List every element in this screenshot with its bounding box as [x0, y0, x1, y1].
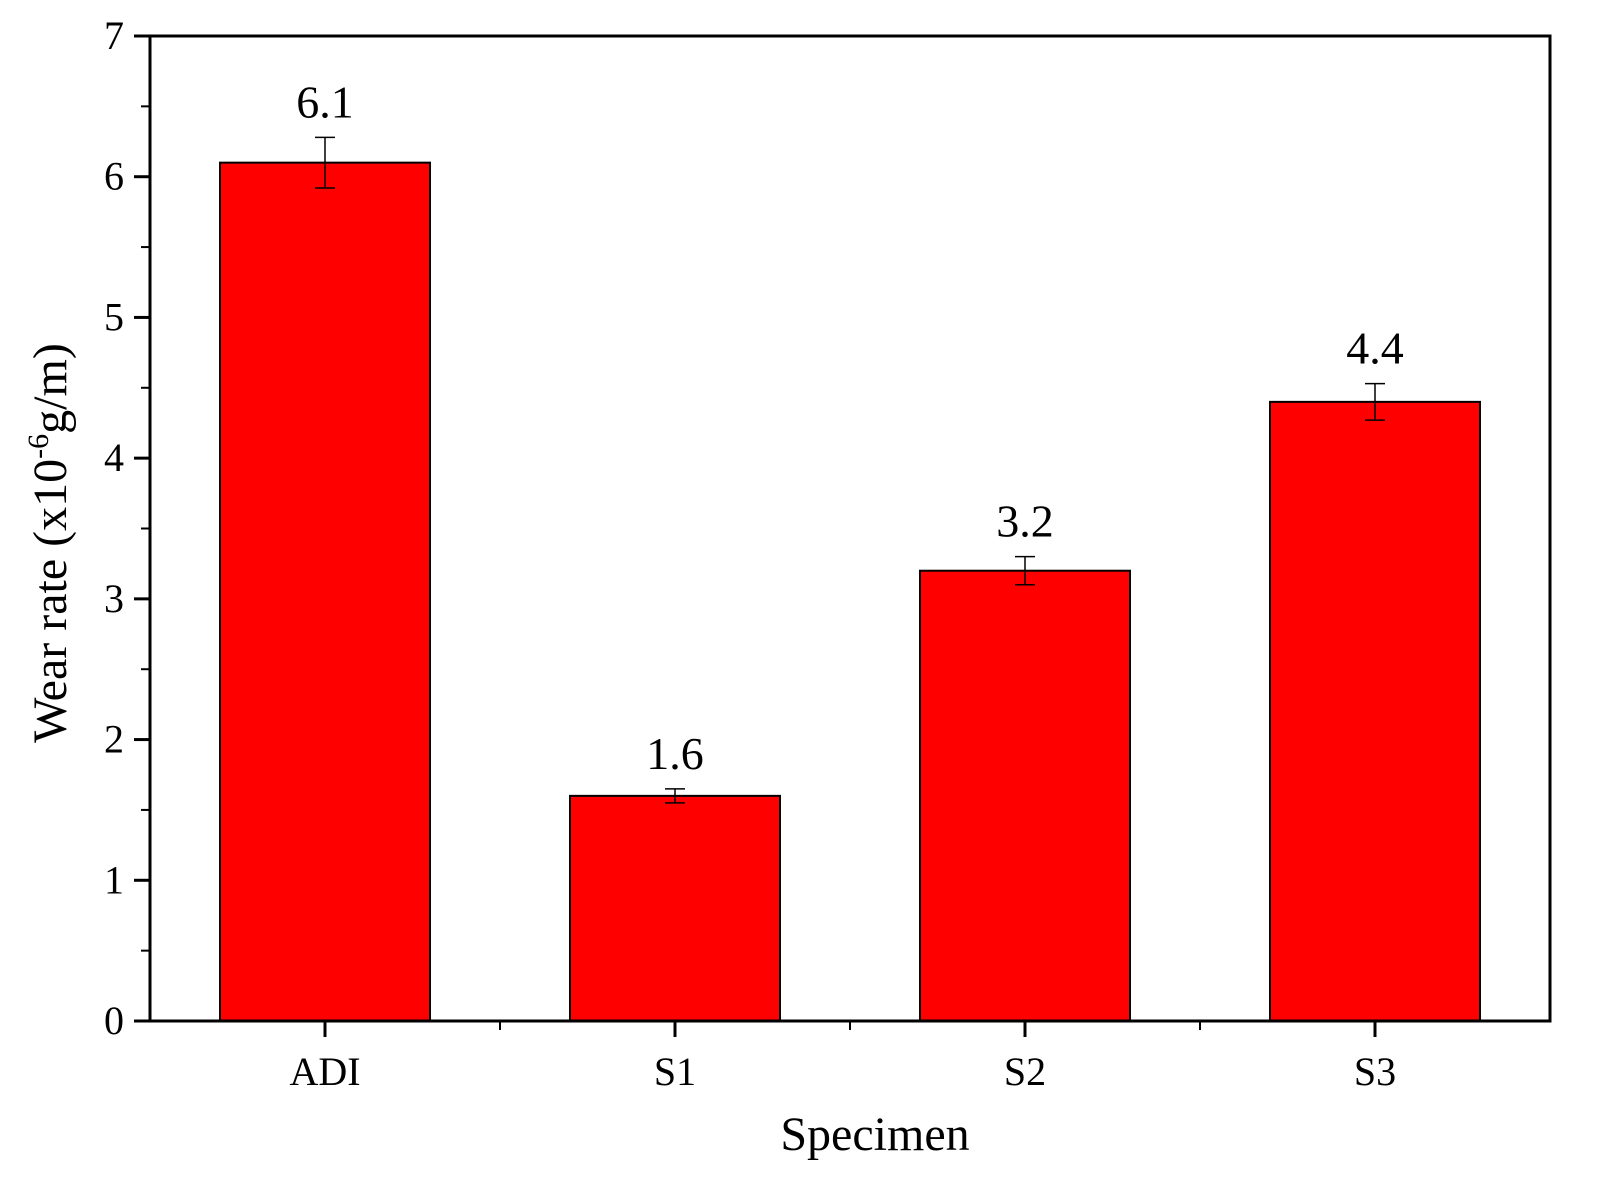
x-tick-label-s3: S3 [1354, 1049, 1396, 1094]
x-tick-label-adi: ADI [289, 1049, 360, 1094]
y-axis-title: Wear rate (x10-6g/m) [22, 343, 77, 743]
bar-s3 [1269, 400, 1481, 1023]
bar-s1 [569, 794, 781, 1022]
y-tick-label: 4 [104, 435, 124, 480]
y-tick-label: 7 [104, 13, 124, 58]
data-label-s3: 4.4 [1346, 323, 1404, 374]
y-tick-label: 0 [104, 998, 124, 1043]
bar-adi [219, 161, 431, 1022]
labels-layer: 6.1 ADI 1.6 S1 3.2 S2 4.4 S3 0 1 2 3 4 5 6 7 [104, 13, 1404, 1094]
y-tick-label: 3 [104, 576, 124, 621]
error-bar-adi [315, 136, 335, 189]
y-tick-label: 2 [104, 717, 124, 762]
error-bar-s3 [1365, 382, 1385, 421]
bar-s2 [919, 569, 1131, 1022]
data-label-s1: 1.6 [646, 728, 704, 779]
x-tick-label-s1: S1 [654, 1049, 696, 1094]
y-tick-label: 1 [104, 857, 124, 902]
y-tick-label: 6 [104, 154, 124, 199]
data-label-adi: 6.1 [296, 76, 354, 127]
bars-layer [219, 161, 1481, 1023]
y-axis-title-unit: g/m) [24, 343, 77, 434]
x-axis-title: Specimen [780, 1108, 969, 1161]
error-bar-s2 [1015, 555, 1035, 586]
error-bars-layer [315, 136, 1385, 804]
y-axis-title-superscript: -6 [22, 434, 55, 459]
x-tick-label-s2: S2 [1004, 1049, 1046, 1094]
axes-layer [134, 34, 1552, 1037]
data-label-s2: 3.2 [996, 496, 1054, 547]
error-bar-s1 [665, 788, 685, 804]
y-tick-label: 5 [104, 294, 124, 339]
y-axis-title-main: Wear rate (x10 [24, 459, 77, 743]
